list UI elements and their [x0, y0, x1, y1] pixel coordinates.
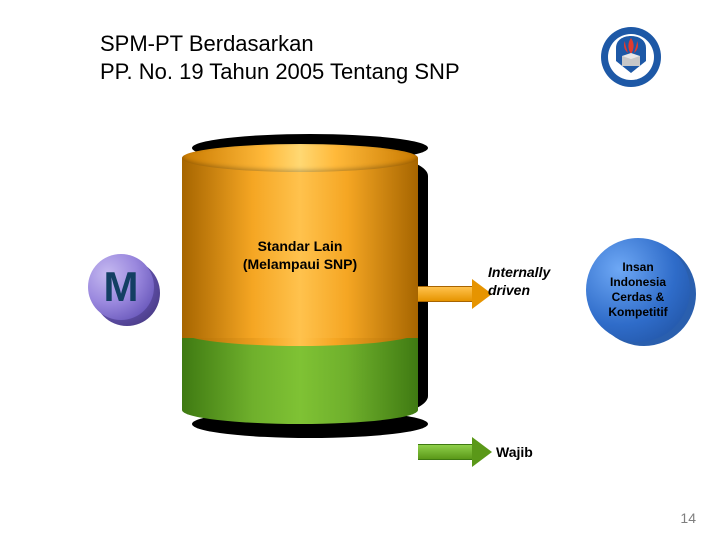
m-letter: M: [104, 266, 139, 308]
cyl-label-line1: Standar Lain: [258, 238, 343, 254]
slide-title: SPM-PT Berdasarkan PP. No. 19 Tahun 2005…: [100, 30, 460, 85]
insan-oval: Insan Indonesia Cerdas & Kompetitif: [586, 238, 690, 342]
internally-line2: driven: [488, 282, 530, 298]
arrow-stem: [418, 444, 474, 460]
cylinder: Standar Lain (Melampaui SNP): [182, 140, 418, 420]
arrow-wajib: [418, 438, 490, 466]
page-number: 14: [680, 510, 696, 526]
cyl-top-label: Standar Lain (Melampaui SNP): [182, 238, 418, 273]
title-line-1: SPM-PT Berdasarkan: [100, 31, 314, 56]
insan-text: Insan Indonesia Cerdas & Kompetitif: [608, 260, 667, 320]
cyl-label-line2: (Melampaui SNP): [243, 256, 357, 272]
wajib-label: Wajib: [496, 444, 533, 460]
insan-line1: Insan: [622, 260, 653, 274]
insan-line3: Cerdas &: [612, 290, 665, 304]
internally-line1: Internally: [488, 264, 550, 280]
m-badge: M: [88, 254, 160, 326]
internally-driven-label: Internally driven: [488, 264, 550, 299]
title-line-2: PP. No. 19 Tahun 2005 Tentang SNP: [100, 59, 460, 84]
insan-line2: Indonesia: [610, 275, 666, 289]
tut-wuri-logo: [600, 26, 662, 88]
cyl-top-cap: [182, 144, 418, 172]
arrow-stem: [418, 286, 474, 302]
m-badge-front: M: [88, 254, 154, 320]
arrow-head: [472, 437, 492, 467]
insan-line4: Kompetitif: [608, 305, 667, 319]
arrow-internally: [418, 280, 490, 308]
